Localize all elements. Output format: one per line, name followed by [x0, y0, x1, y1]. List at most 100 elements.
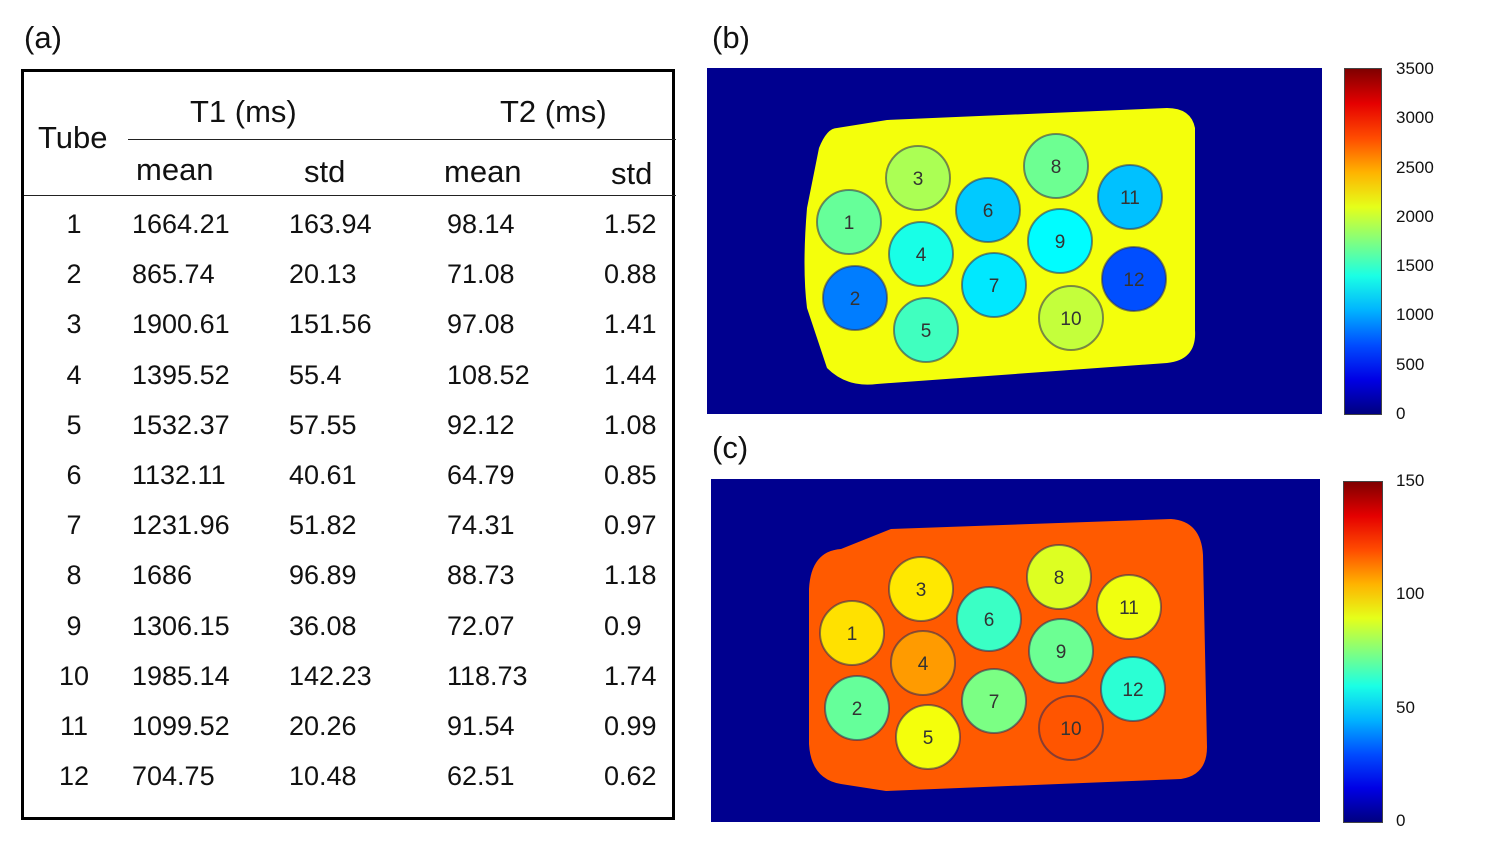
t1-map: 1 2 3 4 5 6 7 8 9 10 11 12: [707, 68, 1322, 414]
header-t1: T1 (ms): [190, 94, 297, 129]
table-cell: 62.51: [447, 761, 515, 792]
table-cell: 1306.15: [132, 610, 230, 641]
tube-label: 10: [1060, 309, 1081, 330]
table-cell: 0.97: [604, 510, 657, 541]
t2-map: 1 2 3 4 5 6 7 8 9 10 11 12: [711, 479, 1320, 822]
table-cell: 2: [66, 259, 82, 290]
table-cell: 71.08: [447, 259, 515, 290]
table-cell: 9: [66, 610, 82, 641]
tube-circle: [1026, 544, 1092, 610]
tube-label: 11: [1120, 188, 1140, 209]
table-cell: 20.26: [289, 711, 357, 741]
table-cell: 1900.61: [132, 309, 230, 340]
table-cell: 1.08: [604, 409, 657, 440]
table-cell: 865.74: [132, 259, 215, 290]
tube-circle: [1038, 695, 1104, 761]
table-cell: 1: [66, 209, 82, 239]
tube-circle: [885, 145, 951, 211]
colorbar-tick-label: 100: [1396, 584, 1425, 604]
panel-label-a: (a): [24, 20, 62, 55]
table-cell: 1099.52: [132, 711, 230, 741]
tube-circle: [1100, 656, 1166, 722]
table-cell: 142.23: [289, 660, 372, 691]
tube-label: 8: [1054, 568, 1065, 589]
tube-circle: [822, 265, 888, 331]
tube-label: 9: [1055, 232, 1066, 253]
table-cell: 7: [66, 510, 82, 541]
table-cell: 96.89: [289, 560, 357, 591]
tube-circle: [1028, 618, 1094, 684]
tube-circle: [956, 586, 1022, 652]
table-cell: 4: [66, 359, 82, 390]
tube-label: 4: [918, 654, 929, 675]
tube-circle: [1038, 285, 1104, 351]
table-cell: 1231.96: [132, 510, 230, 541]
table-cell: 91.54: [447, 711, 515, 741]
tube-label: 9: [1056, 642, 1067, 663]
table-cell: 92.12: [447, 409, 515, 440]
tube-label: 7: [989, 276, 1000, 297]
table-cell: 10: [58, 660, 90, 691]
colorbar-tick-label: 1000: [1396, 305, 1434, 325]
tube-circle: [961, 668, 1027, 734]
table-cell: 97.08: [447, 309, 515, 340]
t2-colorbar: [1343, 481, 1383, 823]
table-cell: 0.9: [604, 610, 642, 641]
tube-circle: [890, 630, 956, 696]
tube-circle: [961, 252, 1027, 318]
colorbar-tick-label: 1500: [1396, 256, 1434, 276]
tube-label: 3: [913, 169, 924, 190]
tube-circle: [816, 189, 882, 255]
table-cell: 10.48: [289, 761, 357, 792]
tube-circle: [893, 297, 959, 363]
tube-circle: [955, 177, 1021, 243]
colorbar-tick-label: 3500: [1396, 59, 1434, 78]
table-cell: 1664.21: [132, 209, 230, 239]
table-cell: 72.07: [447, 610, 515, 641]
header-t1-std: std: [304, 154, 346, 189]
table-cell: 36.08: [289, 610, 357, 641]
table-cell: 11: [59, 711, 89, 741]
table-cell: 0.99: [604, 711, 657, 741]
table-cell: 1.44: [604, 359, 657, 390]
tube-label: 2: [852, 699, 863, 720]
table-cell: 0.62: [604, 761, 657, 792]
tube-label: 11: [1119, 598, 1139, 619]
table-cell: 55.4: [289, 359, 342, 390]
table-cell: 12: [58, 761, 90, 792]
relaxation-table: Tube T1 (ms) T2 (ms) mean std mean std 1…: [21, 69, 676, 820]
colorbar-tick-label: 3000: [1396, 108, 1434, 128]
header-t1-mean: mean: [136, 152, 214, 187]
table-cell: 0.88: [604, 259, 657, 290]
tube-circle: [1096, 574, 1162, 640]
table-cell: 3: [66, 309, 82, 340]
tube-label: 12: [1123, 270, 1144, 291]
table-cell: 88.73: [447, 560, 515, 591]
table-cell: 0.85: [604, 460, 657, 490]
colorbar-tick-label: 500: [1396, 354, 1425, 374]
panel-label-b: (b): [712, 20, 750, 55]
colorbar-tick-label: 2000: [1396, 206, 1434, 226]
table-cell: 1985.14: [132, 660, 230, 691]
header-bottom-rule: [24, 195, 676, 196]
table-cell: 1.18: [604, 560, 657, 591]
table-cell: 1686: [132, 560, 193, 591]
table-cell: 108.52: [447, 359, 530, 390]
header-t2: T2 (ms): [500, 94, 607, 129]
tube-label: 6: [983, 201, 994, 222]
table-cell: 1532.37: [132, 409, 230, 440]
tube-label: 3: [916, 580, 927, 601]
tube-circle: [1023, 133, 1089, 199]
table-cell: 40.61: [289, 460, 357, 490]
tube-label: 5: [923, 728, 934, 749]
table-cell: 1132.11: [132, 460, 226, 490]
table-cell: 6: [66, 460, 82, 490]
header-t2-std: std: [611, 156, 653, 191]
header-divider: [128, 139, 676, 140]
tube-label: 10: [1060, 719, 1081, 740]
table-cell: 704.75: [132, 761, 215, 792]
tube-circle: [888, 221, 954, 287]
tube-circle: [1101, 246, 1167, 312]
colorbar-tick-label: 2500: [1396, 157, 1434, 177]
table-cell: 1.41: [604, 309, 657, 340]
